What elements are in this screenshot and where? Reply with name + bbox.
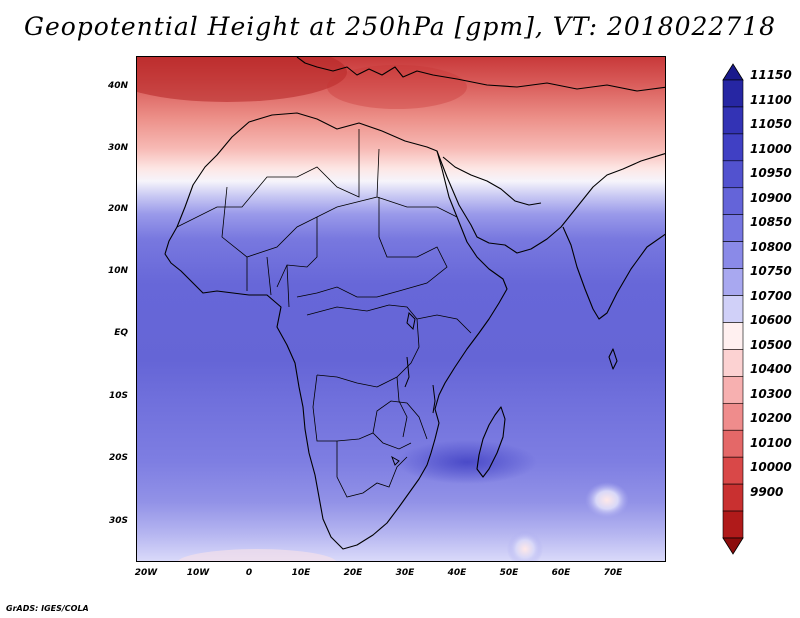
colorbar-segment	[722, 79, 744, 108]
lat-tick-label: EQ	[114, 328, 128, 338]
colorbar-segment	[722, 214, 744, 242]
colorbar-label: 10900	[750, 191, 792, 205]
colorbar-segment	[722, 106, 744, 135]
grads-credit: GrADS: IGES/COLA	[6, 604, 89, 613]
colorbar-label: 10800	[750, 240, 792, 254]
lat-tick-label: 30S	[108, 516, 128, 526]
colorbar-segment	[722, 187, 744, 216]
country-borders	[176, 129, 472, 498]
colorbar-label: 10100	[750, 436, 792, 450]
lon-tick-label: 20W	[134, 568, 158, 578]
colorbar-segment	[722, 322, 744, 350]
colorbar-label: 10000	[750, 460, 792, 474]
lakes	[391, 311, 436, 466]
colorbar-label: 11050	[750, 117, 792, 131]
colorbar-segment	[722, 241, 744, 269]
colorbar-segment	[722, 510, 744, 539]
colorbar-label: 10600	[750, 313, 792, 327]
africa-coastline	[164, 57, 665, 550]
colorbar-segment	[722, 456, 744, 485]
colorbar-label: 10750	[750, 264, 792, 278]
colorbar-segment	[722, 483, 744, 512]
colorbar-segment	[722, 160, 744, 189]
map-panel	[136, 56, 666, 562]
colorbar-label: 9900	[750, 485, 784, 499]
colorbar-segment	[722, 133, 744, 162]
colorbar-segment	[722, 349, 744, 377]
colorbar-label: 10300	[750, 387, 792, 401]
lat-tick-label: 40N	[107, 81, 128, 91]
colorbar-label: 10500	[750, 338, 792, 352]
colorbar-top-arrow	[722, 63, 744, 81]
colorbar-label: 10700	[750, 289, 792, 303]
lon-tick-label: 10E	[291, 568, 311, 578]
lon-tick-label: 50E	[499, 568, 519, 578]
colorbar-segment	[722, 429, 744, 458]
colorbar-label: 10400	[750, 362, 792, 376]
lon-tick-label: 10W	[186, 568, 210, 578]
colorbar-label: 11100	[750, 93, 792, 107]
lon-tick-label: 70E	[603, 568, 623, 578]
colorbar-label: 11000	[750, 142, 792, 156]
colorbar-segment	[722, 295, 744, 323]
lon-tick-label: 20E	[343, 568, 363, 578]
lon-tick-label: 30E	[395, 568, 415, 578]
colorbar-bottom-arrow	[722, 537, 744, 555]
colorbar	[722, 63, 744, 555]
lon-tick-label: 0	[245, 568, 253, 578]
lon-tick-label: 60E	[551, 568, 571, 578]
lat-tick-label: 10S	[108, 391, 128, 401]
colorbar-segment	[722, 376, 744, 404]
colorbar-segment	[722, 268, 744, 296]
lat-tick-label: 20S	[108, 453, 128, 463]
colorbar-label: 11150	[750, 68, 792, 82]
colorbar-segment	[722, 402, 744, 431]
colorbar-label: 10950	[750, 166, 792, 180]
geopotential-field	[137, 57, 665, 561]
lon-tick-label: 40E	[447, 568, 467, 578]
lat-tick-label: 10N	[107, 266, 128, 276]
lat-tick-label: 20N	[107, 204, 128, 214]
colorbar-label: 10200	[750, 411, 792, 425]
lat-tick-label: 30N	[107, 143, 128, 153]
chart-title: Geopotential Height at 250hPa [gpm], VT:…	[23, 12, 777, 41]
colorbar-label: 10850	[750, 215, 792, 229]
